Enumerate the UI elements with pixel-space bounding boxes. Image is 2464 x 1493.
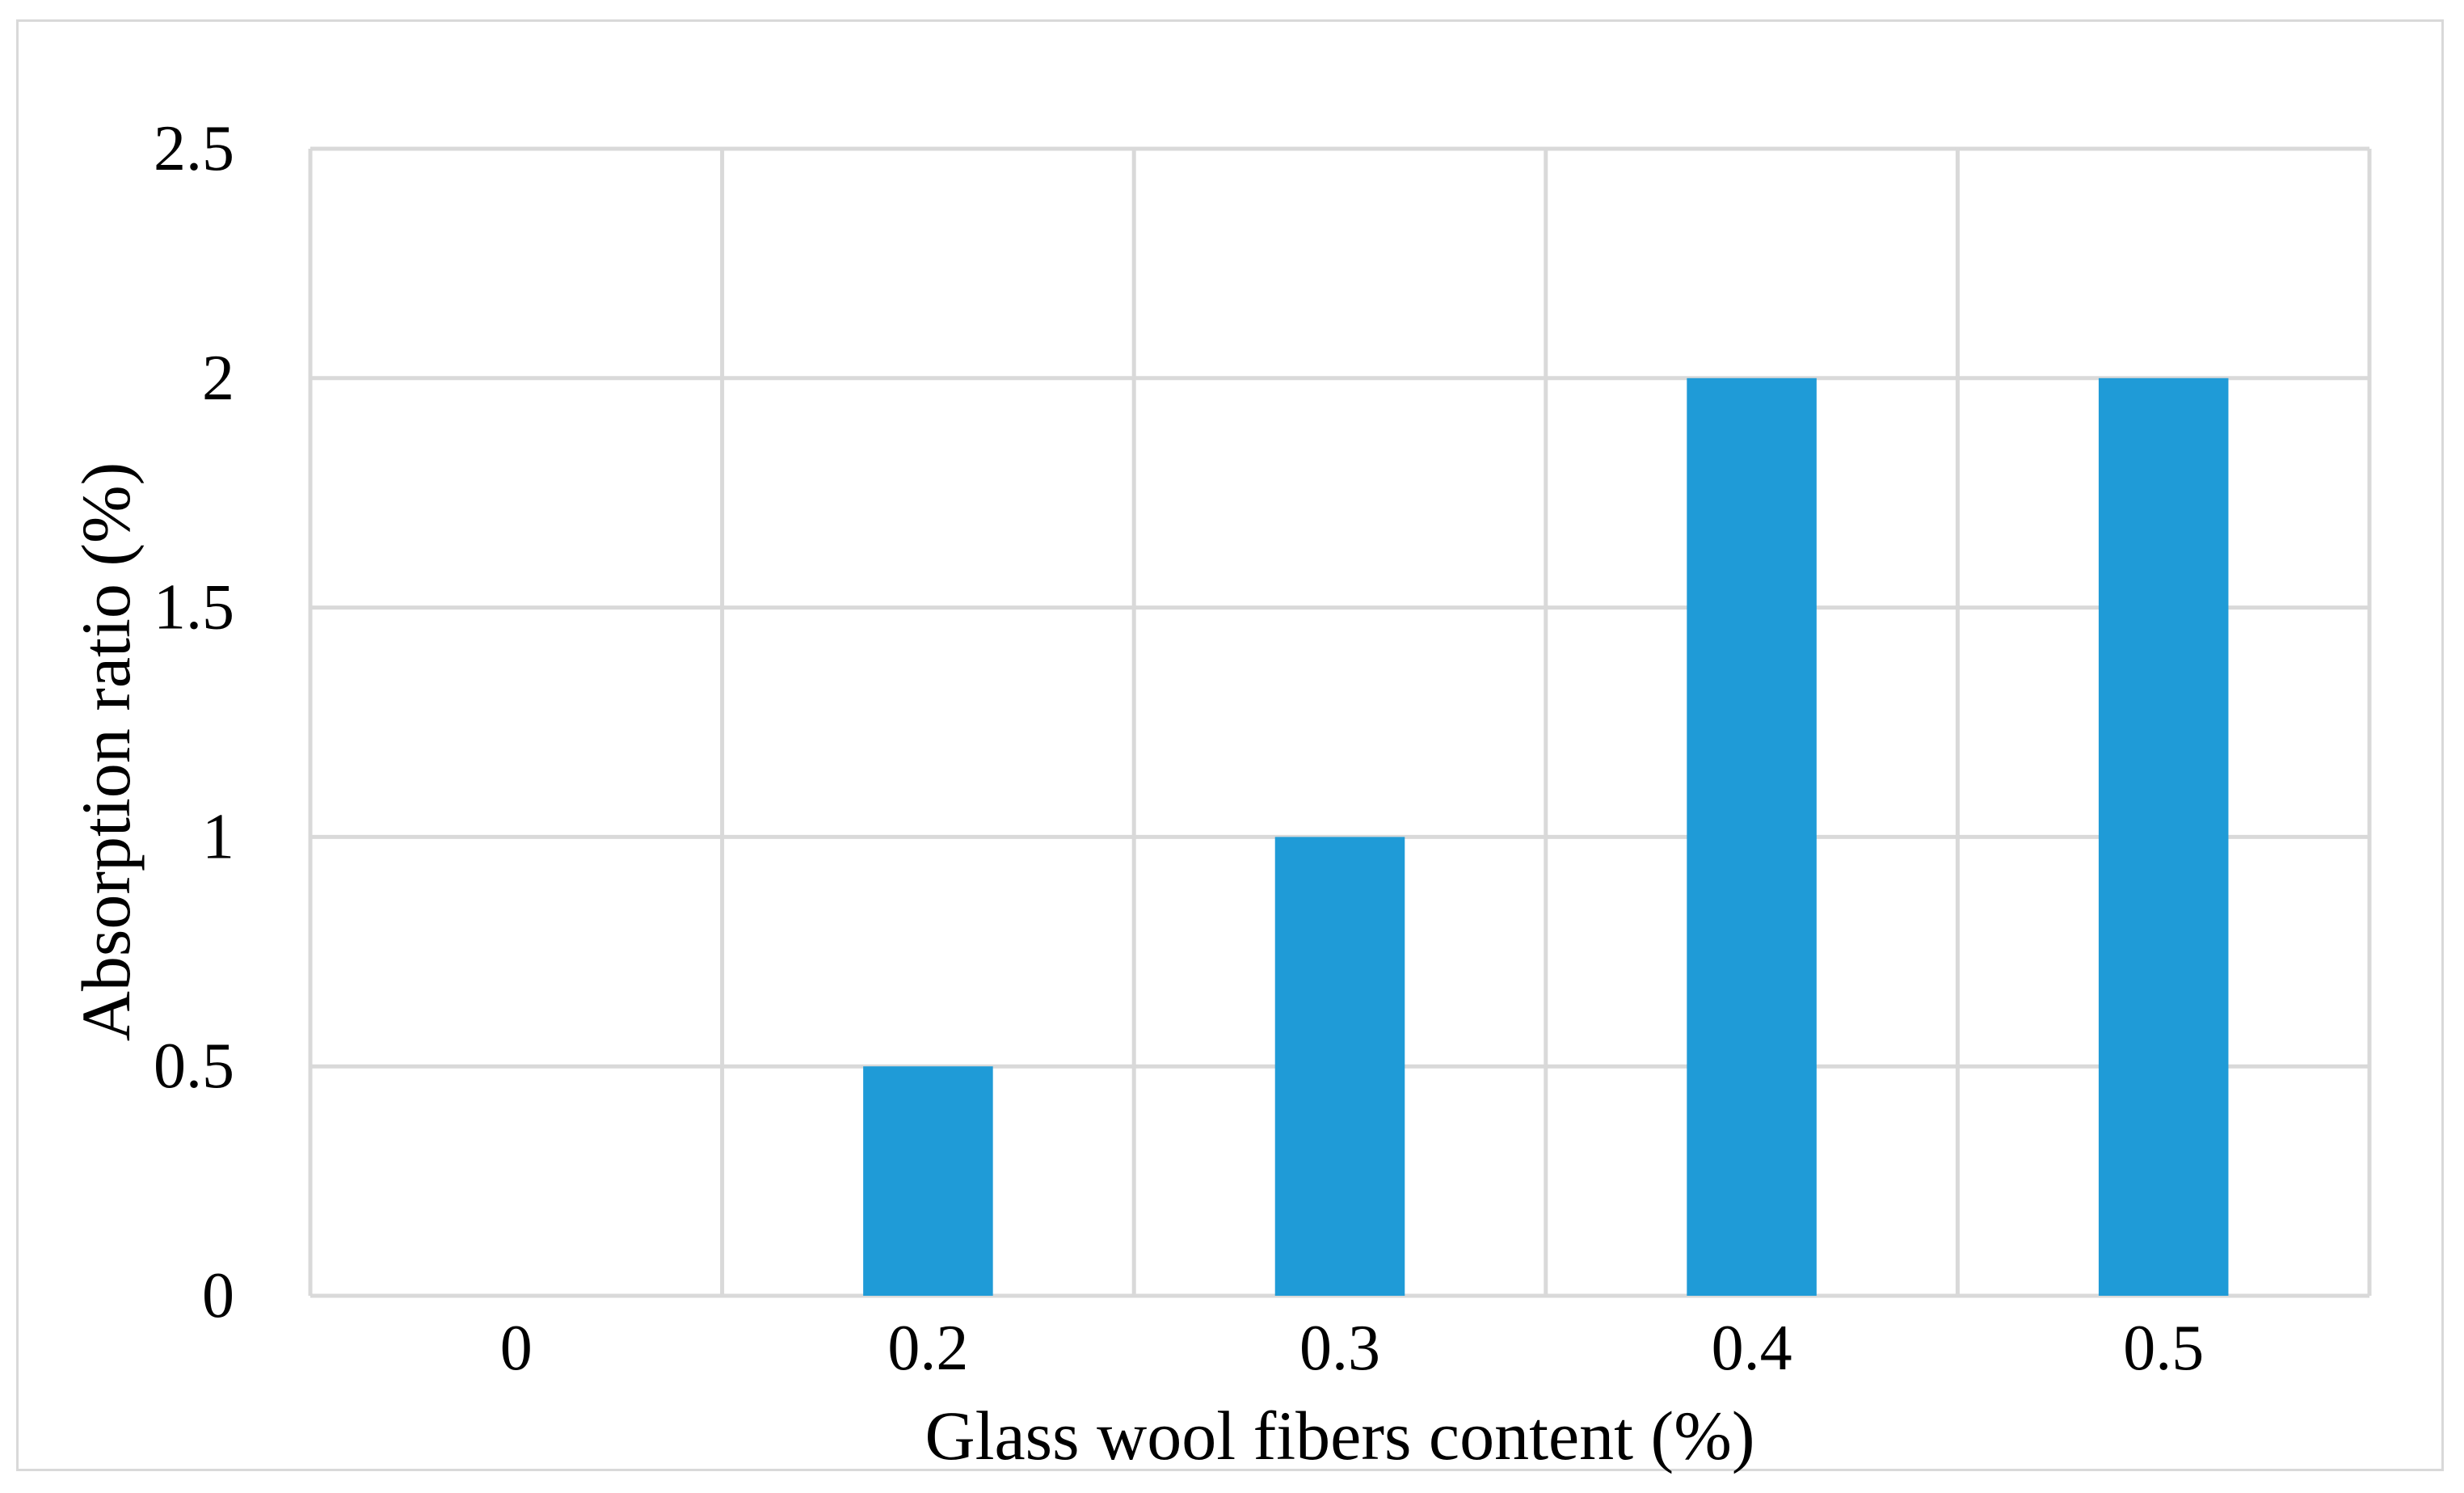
y-tick-labels: 0 0.5 1 1.5 2 2.5 [154, 113, 234, 1331]
x-tick-labels: 0 0.2 0.3 0.4 0.5 [500, 1313, 2204, 1384]
bar [2098, 377, 2229, 1296]
y-tick-label: 0.5 [154, 1031, 234, 1102]
y-axis-title: Absorption ratio (%) [67, 462, 145, 1042]
y-tick-label: 0 [202, 1260, 234, 1331]
x-tick-label: 0.4 [1712, 1313, 1792, 1384]
y-tick-label: 1.5 [154, 572, 234, 643]
bar [1687, 377, 1817, 1296]
y-tick-label: 1 [202, 801, 234, 872]
chart-frame [16, 19, 2444, 1471]
x-axis-title: Glass wool fibers content (%) [925, 1397, 1755, 1474]
x-tick-label: 0 [500, 1313, 533, 1384]
grid-layer [308, 146, 2372, 1298]
y-tick-label: 2.5 [154, 113, 234, 184]
x-tick-label: 0.3 [1299, 1313, 1380, 1384]
y-tick-label: 2 [202, 343, 234, 414]
x-tick-label: 0.5 [2123, 1313, 2204, 1384]
bar [1274, 837, 1405, 1296]
x-tick-label: 0.2 [887, 1313, 968, 1384]
bar [863, 1066, 993, 1296]
bars-layer [863, 377, 2229, 1296]
